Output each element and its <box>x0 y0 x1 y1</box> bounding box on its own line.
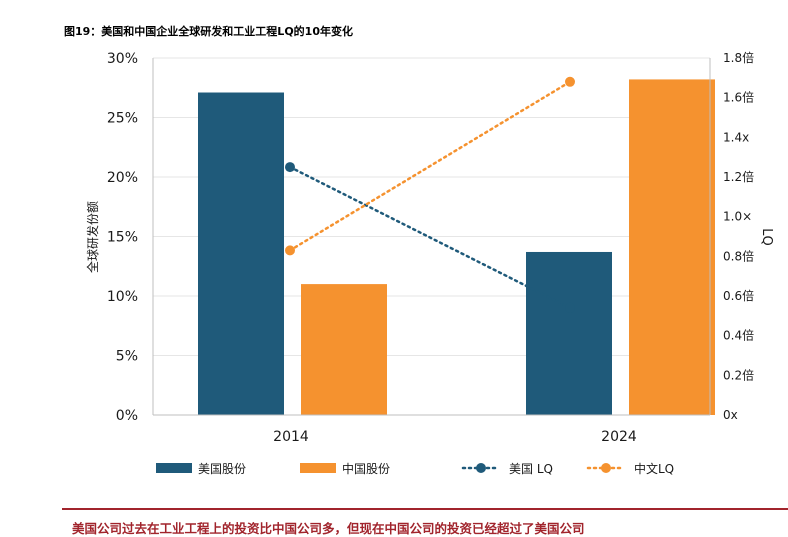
point-china-lq-2014 <box>285 245 295 256</box>
legend-marker <box>601 463 611 473</box>
y-tick-label: 5% <box>116 349 138 365</box>
legend-label: 美国股份 <box>198 462 246 476</box>
x-tick-label: 2014 <box>273 429 309 445</box>
y2-tick-label: 0.2倍 <box>723 367 754 382</box>
y2-tick-label: 0.4倍 <box>723 328 754 343</box>
bar-us-2014 <box>198 92 284 415</box>
y-tick-label: 15% <box>107 230 138 246</box>
line-china-lq <box>288 80 572 252</box>
legend-label: 美国 LQ <box>509 462 553 476</box>
bar-china-2014 <box>301 284 387 415</box>
legend-label: 中国股份 <box>342 461 390 476</box>
chart-title: 图19：美国和中国企业全球研发和工业工程LQ的10年变化 <box>64 25 353 38</box>
y2-axis-title: LQ <box>759 228 774 245</box>
point-us-lq-2014 <box>285 162 295 173</box>
legend-swatch <box>300 463 336 473</box>
bar-china-2024 <box>629 79 715 416</box>
y2-tick-label: 1.6倍 <box>723 90 754 105</box>
y2-tick-label: 0.6倍 <box>723 288 754 303</box>
y-axis-title: 全球研发份额 <box>85 201 100 273</box>
x-tick-label: 2024 <box>601 429 637 445</box>
legend-item: 中文LQ <box>586 461 674 476</box>
legend-label: 中文LQ <box>634 461 674 476</box>
footer-divider <box>62 508 788 510</box>
line-us-lq <box>288 165 572 310</box>
legend-item: 中国股份 <box>300 461 390 476</box>
point-us-lq-2024 <box>565 302 575 313</box>
legend: 美国股份 中国股份 美国 LQ 中文LQ <box>156 461 674 476</box>
y-tick-label: 10% <box>107 289 138 305</box>
axis-layer: 0% 5% 10% 15% 20% 25% 30% 0x 0.2倍 0.4倍 0.6倍 0.8倍 1.0… <box>85 50 774 445</box>
y2-tick-label: 1.4x <box>723 130 749 144</box>
legend-item: 美国 LQ <box>461 462 553 476</box>
legend-swatch <box>156 463 192 473</box>
y-tick-label: 20% <box>107 170 138 186</box>
y2-tick-label: 0x <box>723 408 738 422</box>
point-china-lq-2024 <box>565 76 575 87</box>
legend-item: 美国股份 <box>156 462 246 476</box>
bar-us-2024 <box>526 251 612 415</box>
y2-tick-label: 1.0× <box>723 210 752 224</box>
y2-tick-label: 1.8倍 <box>723 50 754 65</box>
y-tick-label: 30% <box>107 51 138 67</box>
y2-tick-label: 1.2倍 <box>723 169 754 184</box>
footer-caption: 美国公司过去在工业工程上的投资比中国公司多，但现在中国公司的投资已经超过了美国公… <box>72 521 585 536</box>
y-tick-label: 25% <box>107 111 138 127</box>
y2-tick-label: 0.8倍 <box>723 248 754 263</box>
line-layer <box>285 76 575 313</box>
legend-marker <box>476 463 486 473</box>
bar-layer <box>198 79 715 416</box>
y-tick-label: 0% <box>116 408 138 424</box>
